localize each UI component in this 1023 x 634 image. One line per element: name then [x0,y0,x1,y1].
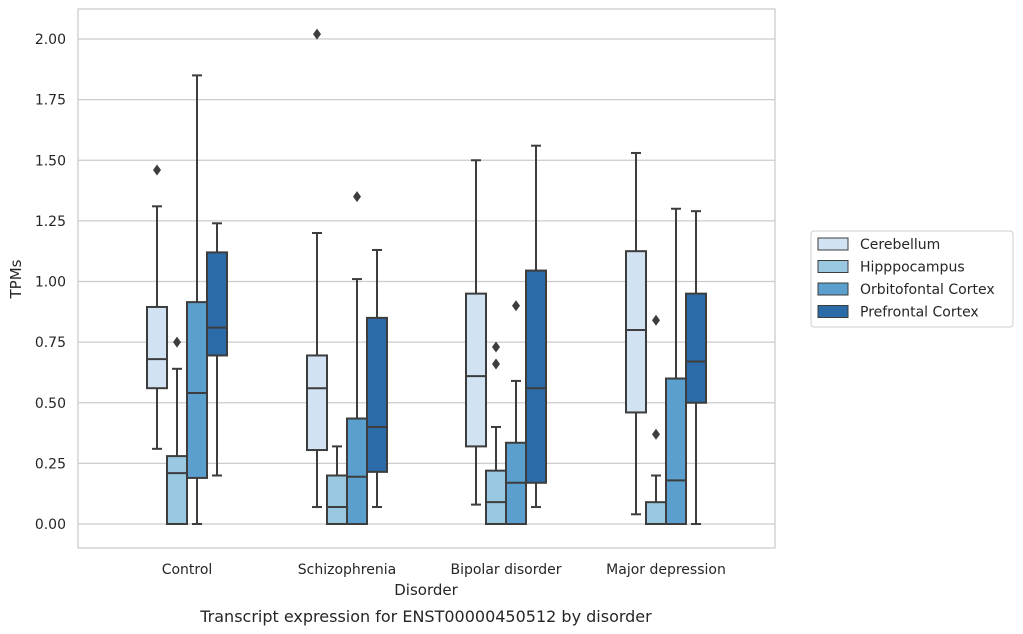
box-body [485,469,507,525]
legend-frame [810,230,1014,328]
series-prefrontal-cortex [206,144,707,525]
x-tick-label: Major depression [606,562,726,578]
box-body [306,354,328,452]
box-series-group [146,28,707,526]
legend-swatch [817,282,849,296]
box-body [206,251,228,357]
outlier-point [652,314,660,326]
box [645,314,667,525]
box-body [146,305,168,390]
box-body [346,417,368,526]
legend-label: Orbitofontal Cortex [860,282,995,298]
box-body [366,316,388,473]
box [366,248,388,509]
y-tick-label: 1.50 [35,153,66,169]
box [685,210,707,525]
box-body [465,292,487,448]
outlier-point [353,191,361,203]
x-tick-label: Schizophrenia [298,562,396,578]
box-body [166,455,188,526]
box [326,445,348,525]
outlier-point [492,341,500,353]
box-body [625,250,647,414]
box-body [525,269,547,484]
outlier-point [313,28,321,40]
box [665,207,687,525]
legend-label: Hipppocampus [860,260,965,276]
box-body [326,474,348,525]
box [206,222,228,477]
y-tick-labels: 0.00 0.25 0.50 0.75 1.00 1.25 1.50 1.75 2.00 [35,32,66,533]
box-body [665,377,687,525]
plot-frame [77,8,776,549]
series-hipppocampus [166,314,667,526]
y-tick-label: 0.25 [35,456,66,472]
legend-swatch [817,237,849,251]
legend-label: Prefrontal Cortex [860,305,979,321]
x-tick-labels: Control Schizophrenia Bipolar disorder Majo… [162,562,726,578]
box [625,151,647,516]
y-tick-label: 1.25 [35,214,66,230]
box [146,164,168,450]
box [505,300,527,526]
legend-label: Cerebellum [860,237,940,253]
outlier-point [492,358,500,370]
series-orbitofontal-cortex [186,74,687,526]
outlier-point [512,300,520,312]
y-tick-label: 1.00 [35,275,66,291]
legend: Cerebellum Hipppocampus Orbitofontal Corte… [810,230,1014,328]
y-tick-label: 2.00 [35,32,66,48]
box [166,336,188,526]
x-tick-label: Control [162,562,213,578]
box [525,144,547,509]
y-tick-label: 0.50 [35,396,66,412]
box [465,159,487,506]
box [346,191,368,526]
y-axis-label: TPMs [7,259,25,299]
outlier-point [173,336,181,348]
box-body [645,501,667,525]
outlier-point [153,164,161,176]
outlier-point [652,428,660,440]
legend-swatch [817,305,849,318]
box [485,341,507,525]
x-tick-label: Bipolar disorder [450,562,561,578]
y-tick-label: 1.75 [35,93,66,109]
chart-title: Transcript expression for ENST0000045051… [199,607,652,626]
x-axis-label: Disorder [394,581,458,599]
box-body [186,301,208,479]
y-tick-label: 0.75 [35,335,66,351]
box [306,28,328,509]
y-tick-label: 0.00 [35,517,66,533]
box-body [685,292,707,404]
box [186,74,208,525]
legend-swatch [817,260,849,273]
series-cerebellum [146,28,647,516]
